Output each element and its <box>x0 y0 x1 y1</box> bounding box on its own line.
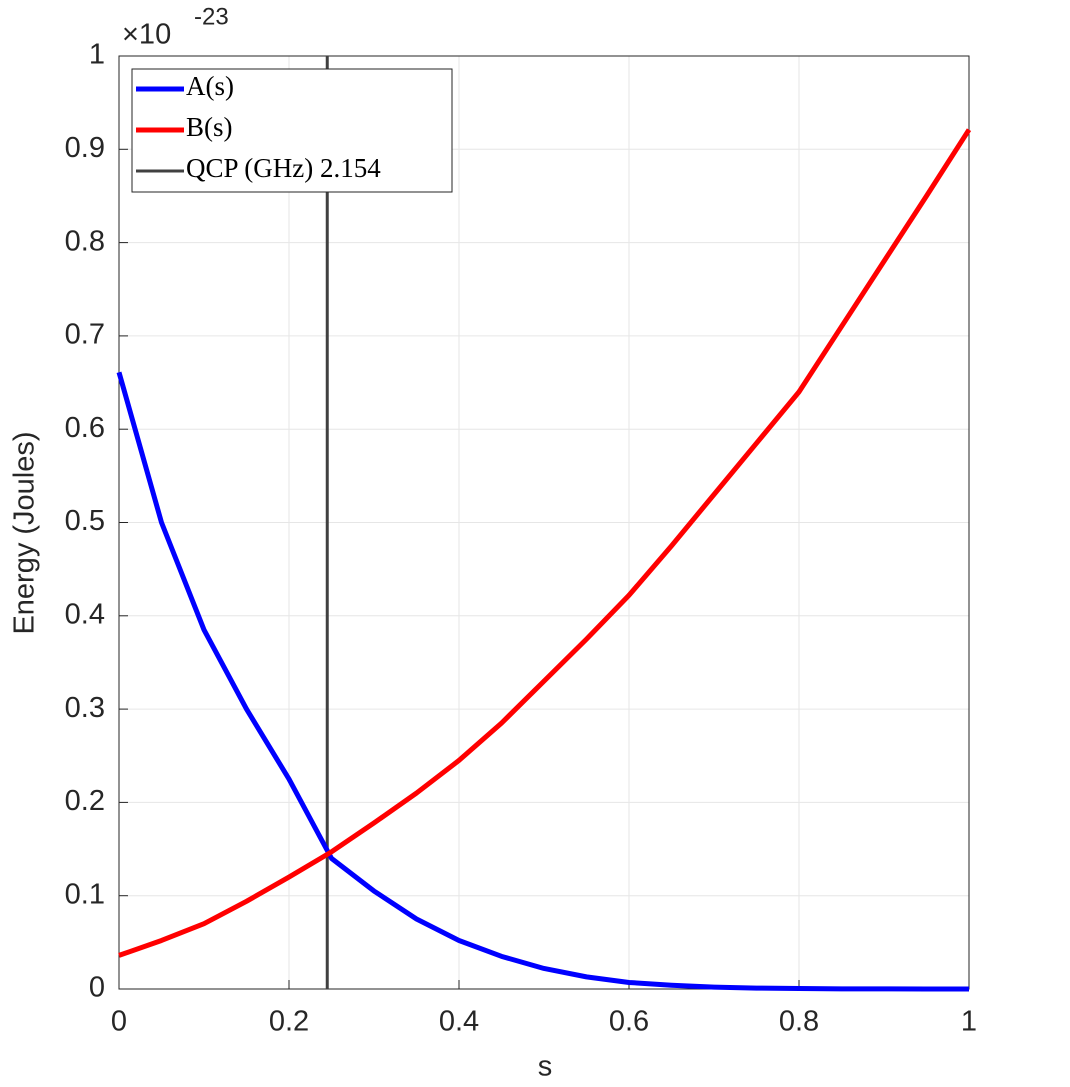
y-tick-label: 0.7 <box>65 319 105 351</box>
x-tick-label: 1 <box>961 1006 977 1038</box>
y-tick-label: 0.3 <box>65 692 105 724</box>
x-tick-label: 0.2 <box>269 1006 309 1038</box>
x-tick-label: 0.8 <box>779 1006 819 1038</box>
legend-label: QCP (GHz) 2.154 <box>186 153 381 183</box>
y-tick-label: 0.8 <box>65 225 105 257</box>
x-tick-label: 0.6 <box>609 1006 649 1038</box>
x-tick-label: 0.4 <box>439 1006 479 1038</box>
y-tick-label: 0.1 <box>65 878 105 910</box>
x-axis-label: s <box>538 1051 553 1083</box>
legend-label: A(s) <box>186 71 234 101</box>
y-tick-label: 0.2 <box>65 785 105 817</box>
y-axis-label: Energy (Joules) <box>9 431 41 634</box>
y-tick-label: 0.9 <box>65 132 105 164</box>
y-tick-label: 0.5 <box>65 505 105 537</box>
data-line <box>118 128 972 958</box>
legend: A(s) B(s) QCP (GHz) 2.154 <box>131 68 453 193</box>
x-tick-label: 0 <box>111 1006 127 1038</box>
legend-box <box>131 68 453 193</box>
y-multiplier-base: ×10 <box>122 19 171 51</box>
y-tick-label: 0.4 <box>65 598 105 630</box>
y-tick-label: 0.6 <box>65 412 105 444</box>
y-tick-label: 1 <box>89 39 105 71</box>
y-tick-label: 0 <box>89 972 105 1004</box>
legend-label: B(s) <box>186 112 233 142</box>
axes-box <box>118 55 970 990</box>
data-line <box>116 371 969 992</box>
y-multiplier-exponent: -23 <box>194 3 229 30</box>
